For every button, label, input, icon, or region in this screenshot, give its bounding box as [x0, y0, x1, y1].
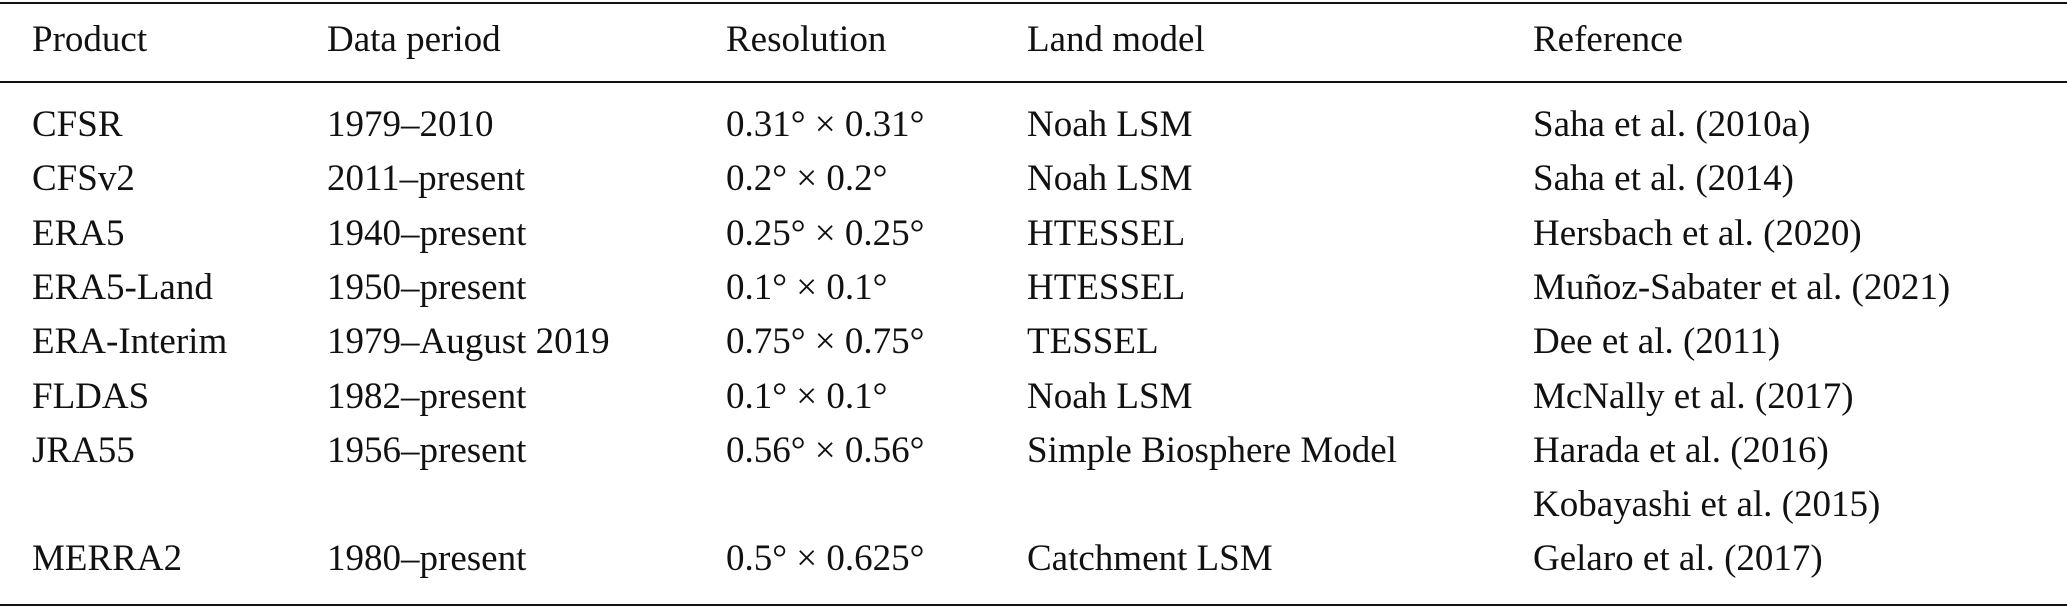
reference: Dee et al. (2011)	[1533, 321, 1781, 363]
product: FLDAS	[32, 375, 150, 417]
header-cell: Product	[32, 19, 148, 60]
cell: 0.1° × 0.1°	[726, 375, 888, 417]
cell: 0.56° × 0.56°	[726, 429, 925, 471]
cell: 1982–present	[327, 375, 527, 417]
product: CFSv2	[32, 158, 135, 200]
top-rule	[0, 2, 2067, 4]
header-cell: Data period	[327, 19, 501, 60]
cell: 2011–present	[327, 158, 525, 200]
cell: 1979–2010	[327, 104, 494, 145]
cell: HTESSEL	[1027, 212, 1186, 254]
product: CFSR	[32, 104, 123, 145]
product: MERRA2	[32, 538, 183, 580]
reference: Harada et al. (2016)	[1533, 429, 1829, 471]
bottom-rule	[0, 604, 2067, 606]
product: ERA5-Land	[32, 266, 213, 308]
cell: Noah LSM	[1027, 104, 1193, 145]
cell: 1940–present	[327, 212, 527, 254]
reference: McNally et al. (2017)	[1533, 375, 1854, 417]
cell: Noah LSM	[1027, 375, 1193, 417]
header-cell: Reference	[1533, 19, 1683, 60]
reference: Hersbach et al. (2020)	[1533, 212, 1862, 254]
cell: 0.25° × 0.25°	[726, 212, 925, 254]
cell: 0.75° × 0.75°	[726, 321, 925, 363]
header-rule	[0, 81, 2067, 83]
reference: Muñoz-Sabater et al. (2021)	[1533, 266, 1951, 308]
header-cell: Resolution	[726, 19, 887, 60]
cell: HTESSEL	[1027, 266, 1186, 308]
cell: Simple Biosphere Model	[1027, 429, 1397, 471]
reference: Gelaro et al. (2017)	[1533, 538, 1823, 580]
reference: Saha et al. (2014)	[1533, 158, 1794, 200]
reference: Kobayashi et al. (2015)	[1533, 484, 1881, 526]
cell: 0.1° × 0.1°	[726, 266, 888, 308]
product: ERA-Interim	[32, 321, 228, 363]
cell: 1950–present	[327, 266, 527, 308]
cell: 0.5° × 0.625°	[726, 538, 925, 580]
cell: 1980–present	[327, 538, 527, 580]
cell: 0.31° × 0.31°	[726, 104, 925, 145]
header-cell: Land model	[1027, 19, 1205, 60]
product: ERA5	[32, 212, 125, 254]
cell: 0.2° × 0.2°	[726, 158, 888, 200]
cell: Catchment LSM	[1027, 538, 1273, 580]
product: JRA55	[32, 429, 135, 471]
cell: Noah LSM	[1027, 158, 1193, 200]
cell: 1979–August 2019	[327, 321, 610, 363]
reference: Saha et al. (2010a)	[1533, 104, 1811, 145]
cell: TESSEL	[1027, 321, 1159, 363]
cell: 1956–present	[327, 429, 527, 471]
